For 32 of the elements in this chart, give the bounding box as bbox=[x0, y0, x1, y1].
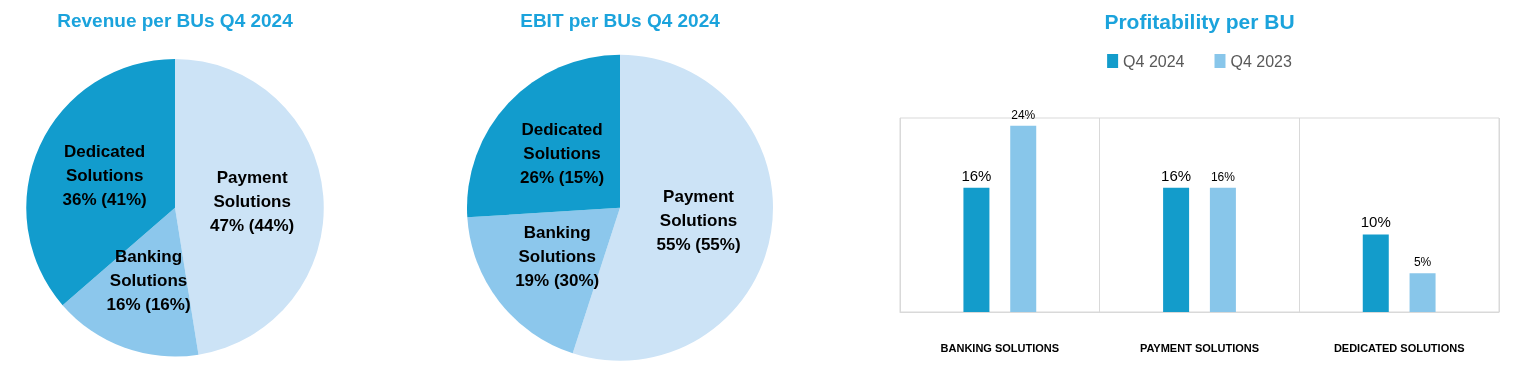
slice-label: Payment Solutions bbox=[213, 168, 291, 212]
bar bbox=[1209, 187, 1236, 312]
slice-label: Banking Solutions bbox=[109, 246, 188, 290]
data-label: 16% bbox=[961, 166, 992, 184]
data-label: 36% (41%) bbox=[62, 190, 147, 210]
x-tick-label: DEDICATED SOLUTIONS bbox=[1333, 341, 1465, 354]
legend-label: Q4 2024 bbox=[1123, 52, 1185, 70]
bar bbox=[1163, 187, 1190, 312]
legend-label: Q4 2023 bbox=[1230, 52, 1292, 70]
slice-label: Banking Solutions bbox=[518, 222, 596, 266]
bar bbox=[1409, 273, 1436, 312]
data-label: 16% bbox=[1161, 166, 1192, 184]
chart-title: Revenue per BUs Q4 2024 bbox=[57, 10, 294, 31]
bar bbox=[963, 187, 990, 312]
bar bbox=[1362, 234, 1389, 312]
data-label: 47% (44%) bbox=[210, 216, 295, 236]
data-label: 55% (55%) bbox=[656, 234, 741, 254]
data-label: 16% (16%) bbox=[106, 294, 191, 314]
x-tick-label: PAYMENT SOLUTIONS bbox=[1139, 341, 1260, 354]
chart-title: Profitability per BU bbox=[1104, 10, 1295, 33]
chart-title: EBIT per BUs Q4 2024 bbox=[520, 10, 721, 31]
slice-label: Dedicated Solutions bbox=[63, 142, 146, 186]
slice-label: Payment Solutions bbox=[659, 186, 738, 230]
data-label: 19% (30%) bbox=[515, 270, 600, 290]
data-label: 26% (15%) bbox=[519, 167, 605, 187]
bar bbox=[1010, 125, 1037, 312]
x-tick-label: BANKING SOLUTIONS bbox=[940, 341, 1060, 354]
slice-label: Dedicated Solutions bbox=[521, 119, 603, 163]
data-label: 16% bbox=[1210, 169, 1236, 184]
data-label: 10% bbox=[1360, 213, 1391, 231]
data-label: 5% bbox=[1413, 255, 1432, 270]
data-label: 24% bbox=[1011, 107, 1036, 122]
